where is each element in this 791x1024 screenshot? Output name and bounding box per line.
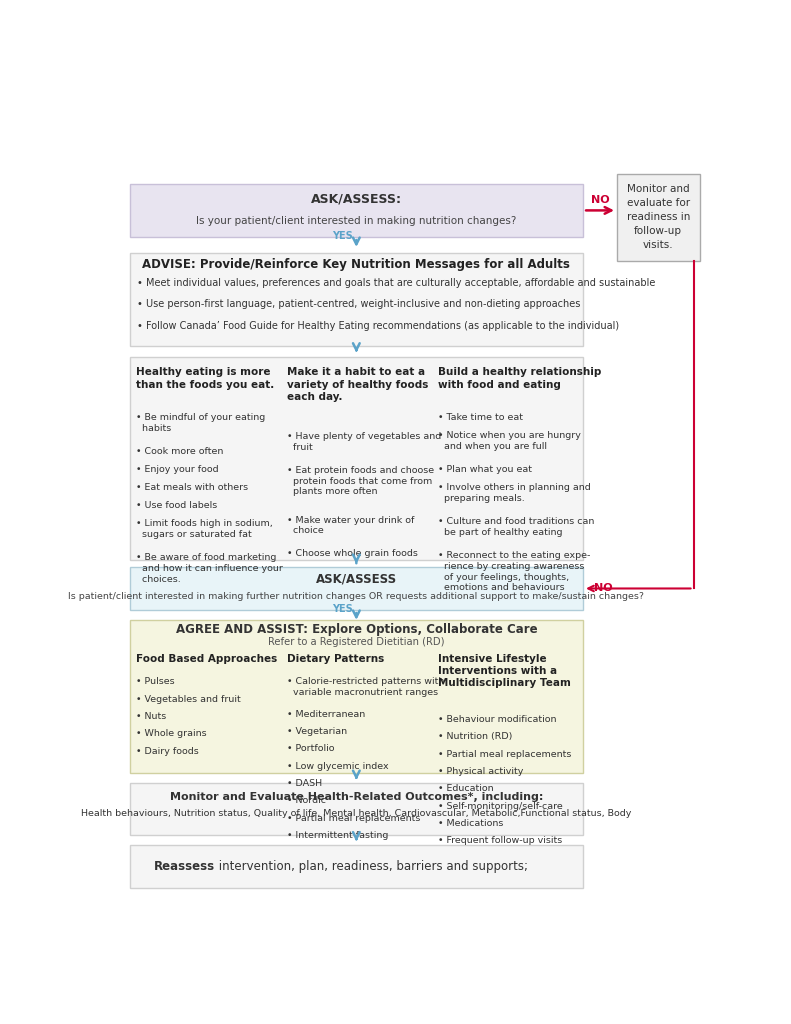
Text: • Dairy foods: • Dairy foods: [136, 746, 199, 756]
Text: • Vegetarian: • Vegetarian: [287, 727, 347, 736]
Text: • Use food labels: • Use food labels: [136, 502, 217, 510]
Text: • Nordic: • Nordic: [287, 797, 326, 805]
Text: Healthy eating is more
than the foods you eat.: Healthy eating is more than the foods yo…: [136, 368, 274, 390]
Text: • Choose whole grain foods: • Choose whole grain foods: [287, 550, 418, 558]
Text: • Limit foods high in sodium,
  sugars or saturated fat: • Limit foods high in sodium, sugars or …: [136, 519, 272, 540]
Text: Monitor and Evaluate Health-Related Outcomes*, including:: Monitor and Evaluate Health-Related Outc…: [169, 792, 543, 802]
Text: • Reconnect to the eating expe-
  rience by creating awareness
  of your feeling: • Reconnect to the eating expe- rience b…: [438, 551, 590, 592]
Text: • Self-monitoring/self-care: • Self-monitoring/self-care: [438, 802, 563, 811]
Text: • Be aware of food marketing
  and how it can influence your
  choices.: • Be aware of food marketing and how it …: [136, 553, 282, 584]
Text: • Take time to eat: • Take time to eat: [438, 413, 523, 422]
Text: • Partial meal replacements: • Partial meal replacements: [287, 814, 420, 822]
Text: • Culture and food traditions can
  be part of healthy eating: • Culture and food traditions can be par…: [438, 517, 595, 537]
Text: Make it a habit to eat a
variety of healthy foods
each day.: Make it a habit to eat a variety of heal…: [287, 368, 428, 402]
FancyBboxPatch shape: [130, 183, 583, 238]
FancyBboxPatch shape: [130, 845, 583, 888]
Text: Health behaviours, Nutrition status, Quality of life, Mental health, Cardiovascu: Health behaviours, Nutrition status, Qua…: [81, 809, 631, 818]
Text: • Be mindful of your eating
  habits: • Be mindful of your eating habits: [136, 413, 265, 433]
Text: Monitor and
evaluate for
readiness in
follow-up
visits.: Monitor and evaluate for readiness in fo…: [626, 184, 690, 251]
Text: Dietary Patterns: Dietary Patterns: [287, 653, 384, 664]
Text: • Eat meals with others: • Eat meals with others: [136, 483, 248, 493]
Text: YES: YES: [332, 604, 354, 614]
Text: • Have plenty of vegetables and
  fruit: • Have plenty of vegetables and fruit: [287, 432, 441, 452]
Text: • Physical activity: • Physical activity: [438, 767, 524, 776]
FancyBboxPatch shape: [617, 174, 700, 261]
FancyBboxPatch shape: [130, 567, 583, 610]
Text: ADVISE: Provide/Reinforce Key Nutrition Messages for all Adults: ADVISE: Provide/Reinforce Key Nutrition …: [142, 257, 570, 270]
Text: • Cook more often: • Cook more often: [136, 446, 223, 456]
Text: • Portfolio: • Portfolio: [287, 744, 335, 754]
Text: NO: NO: [591, 195, 609, 205]
FancyBboxPatch shape: [130, 782, 583, 835]
Text: • Calorie-restricted patterns with
  variable macronutrient ranges: • Calorie-restricted patterns with varia…: [287, 677, 445, 697]
Text: • Make water your drink of
  choice: • Make water your drink of choice: [287, 515, 414, 536]
Text: • Mediterranean: • Mediterranean: [287, 710, 365, 719]
Text: • Whole grains: • Whole grains: [136, 729, 206, 738]
Text: • Follow Canada’ Food Guide for Healthy Eating recommendations (as applicable to: • Follow Canada’ Food Guide for Healthy …: [137, 321, 619, 331]
Text: • Intermittent fasting: • Intermittent fasting: [287, 830, 388, 840]
Text: • Nuts: • Nuts: [136, 712, 166, 721]
Text: Reassess: Reassess: [154, 860, 215, 872]
Text: • Partial meal replacements: • Partial meal replacements: [438, 750, 571, 759]
Text: • Enjoy your food: • Enjoy your food: [136, 465, 218, 474]
Text: intervention, plan, readiness, barriers and supports;: intervention, plan, readiness, barriers …: [215, 860, 528, 872]
Text: YES: YES: [332, 231, 354, 242]
Text: AGREE AND ASSIST: Explore Options, Collaborate Care: AGREE AND ASSIST: Explore Options, Colla…: [176, 624, 537, 636]
Text: • Vegetables and fruit: • Vegetables and fruit: [136, 694, 240, 703]
Text: • Eat protein foods and choose
  protein foods that come from
  plants more ofte: • Eat protein foods and choose protein f…: [287, 466, 434, 497]
Text: • Low glycemic index: • Low glycemic index: [287, 762, 388, 770]
Text: Intensive Lifestyle
Interventions with a
Multidisciplinary Team: Intensive Lifestyle Interventions with a…: [438, 653, 571, 688]
Text: • Use person-first language, patient-centred, weight-inclusive and non-dieting a: • Use person-first language, patient-cen…: [137, 299, 581, 309]
Text: • Behaviour modification: • Behaviour modification: [438, 715, 557, 724]
Text: Food Based Approaches: Food Based Approaches: [136, 653, 277, 664]
Text: • Pulses: • Pulses: [136, 677, 174, 686]
Text: • Education: • Education: [438, 784, 494, 794]
Text: NO: NO: [594, 584, 613, 594]
Text: ASK/ASSESS: ASK/ASSESS: [316, 572, 397, 586]
Text: Is your patient/client interested in making nutrition changes?: Is your patient/client interested in mak…: [196, 216, 517, 225]
Text: Is patient/client interested in making further nutrition changes OR requests add: Is patient/client interested in making f…: [68, 592, 645, 601]
FancyBboxPatch shape: [130, 620, 583, 773]
Text: • Meet individual values, preferences and goals that are culturally acceptable, : • Meet individual values, preferences an…: [137, 279, 655, 288]
Text: • Frequent follow-up visits: • Frequent follow-up visits: [438, 837, 562, 846]
Text: • Medications: • Medications: [438, 819, 503, 828]
FancyBboxPatch shape: [130, 357, 583, 560]
Text: • Plan what you eat: • Plan what you eat: [438, 465, 532, 474]
Text: • Notice when you are hungry
  and when you are full: • Notice when you are hungry and when yo…: [438, 431, 581, 451]
Text: Refer to a Registered Dietitian (RD): Refer to a Registered Dietitian (RD): [268, 637, 445, 647]
Text: ASK/ASSESS:: ASK/ASSESS:: [311, 193, 402, 206]
Text: • Involve others in planning and
  preparing meals.: • Involve others in planning and prepari…: [438, 483, 591, 503]
Text: • Nutrition (RD): • Nutrition (RD): [438, 732, 513, 741]
Text: • DASH: • DASH: [287, 779, 322, 787]
FancyBboxPatch shape: [130, 253, 583, 346]
Text: Build a healthy relationship
with food and eating: Build a healthy relationship with food a…: [438, 368, 601, 390]
